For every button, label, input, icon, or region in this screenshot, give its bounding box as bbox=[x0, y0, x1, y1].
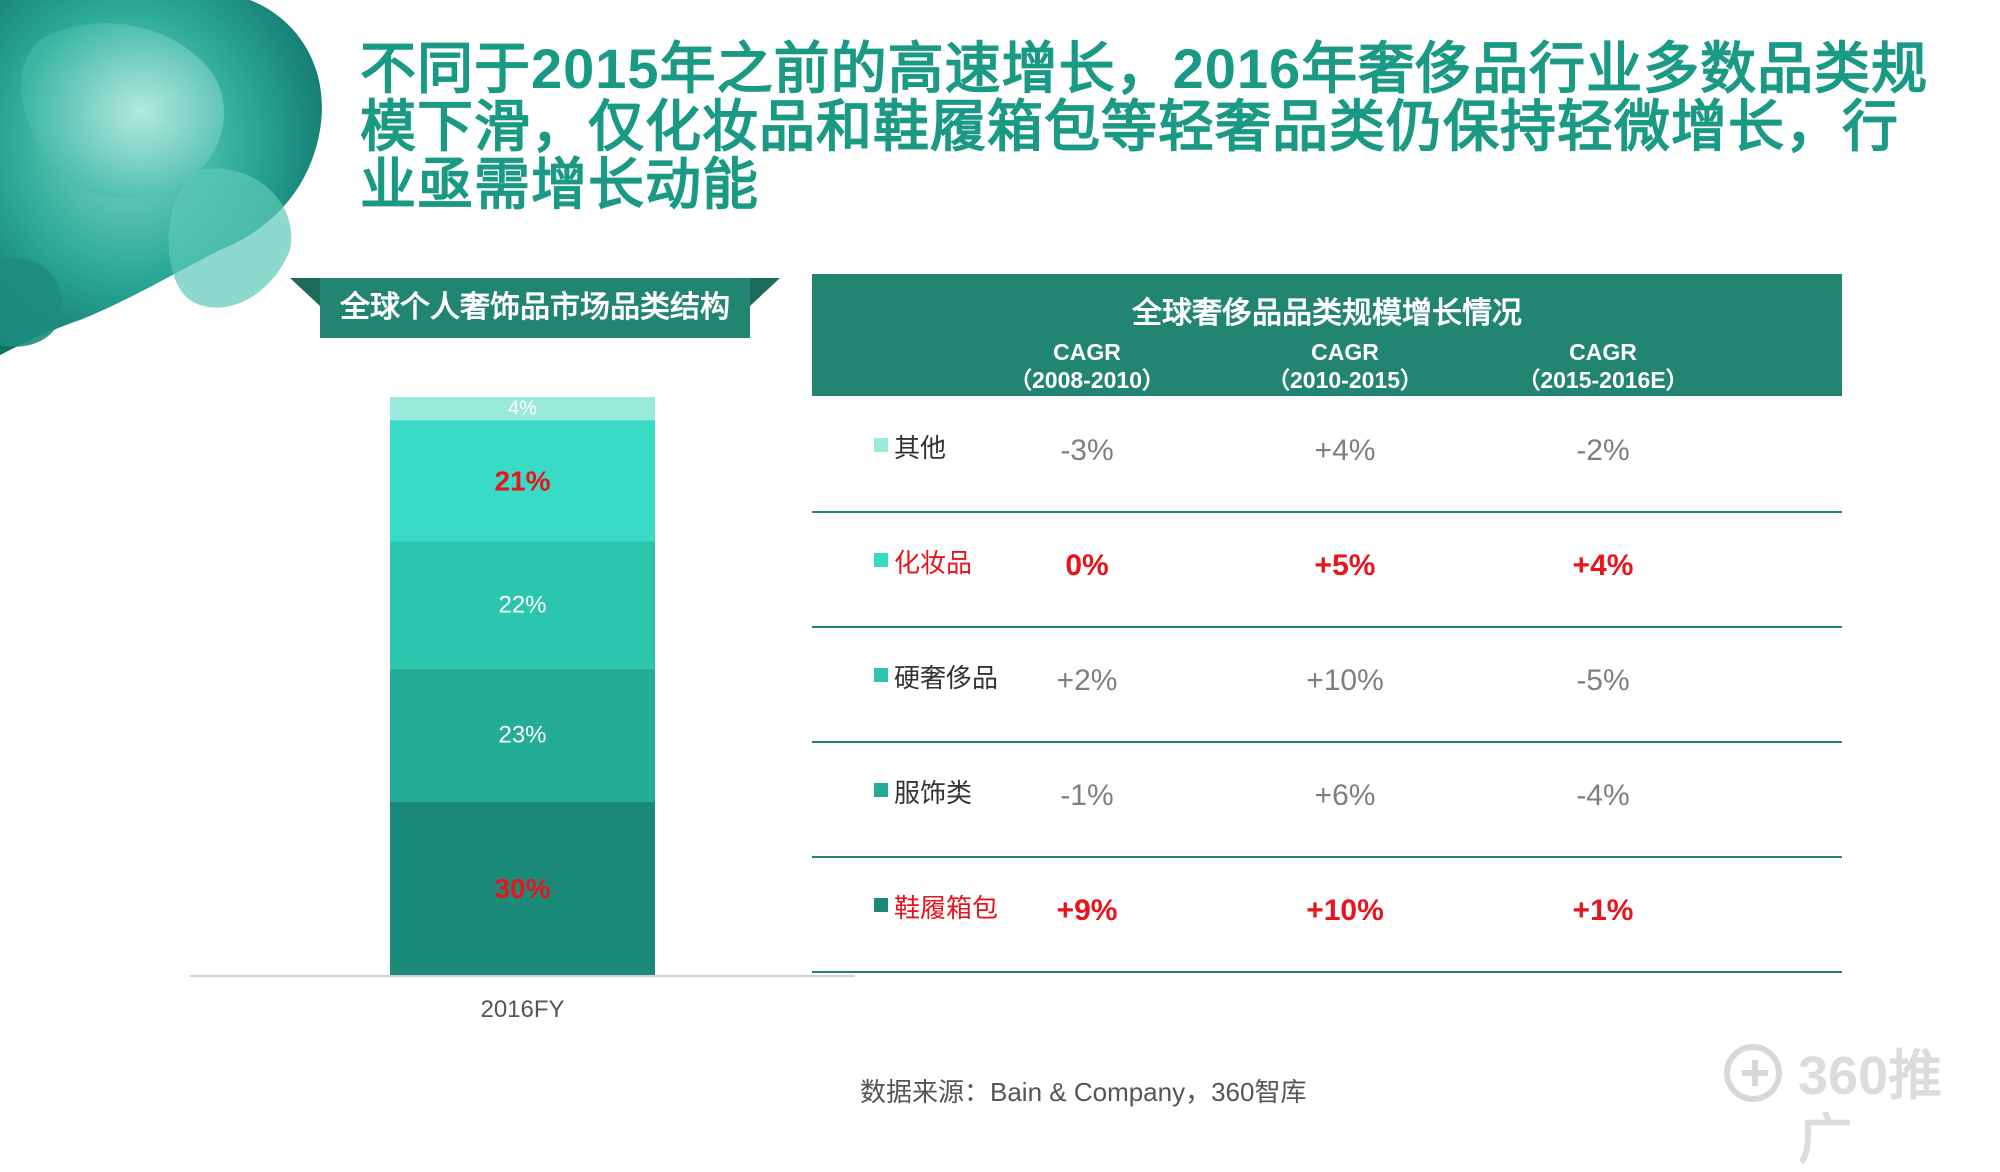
table-row: 硬奢侈品 +2% +10% -5% bbox=[812, 626, 1842, 743]
table-cell: 0% bbox=[1065, 549, 1109, 582]
legend-swatch bbox=[874, 783, 888, 797]
column-header-2010-2015: CAGR （2010-2015） bbox=[1216, 338, 1474, 394]
table-cell: +2% bbox=[1056, 664, 1118, 697]
row-label: 鞋履箱包 bbox=[894, 893, 999, 923]
data-source-note: 数据来源：Bain & Company，360智库 bbox=[860, 1077, 1307, 1107]
column-header-period: （2015-2016E） bbox=[1517, 367, 1689, 393]
column-header-2015-2016e: CAGR （2015-2016E） bbox=[1474, 338, 1732, 394]
page-title: 不同于2015年之前的高速增长，2016年奢侈品行业多数品类规模下滑，仅化妆品和… bbox=[360, 37, 1929, 216]
row-label: 化妆品 bbox=[894, 548, 973, 578]
logo-text: 360推广 bbox=[1798, 1046, 1943, 1170]
table-row: 服饰类 -1% +6% -4% bbox=[812, 741, 1842, 858]
row-label: 服饰类 bbox=[894, 778, 973, 808]
column-header-label: CAGR bbox=[1311, 339, 1379, 365]
x-tick-label: 2016FY bbox=[480, 996, 564, 1023]
table-cell: +5% bbox=[1314, 549, 1376, 582]
chart-title-banner: 全球个人奢饰品市场品类结构 bbox=[290, 278, 780, 338]
table-cell: +1% bbox=[1572, 894, 1634, 927]
chart-title: 全球个人奢饰品市场品类结构 bbox=[320, 278, 750, 338]
plus-circle-icon bbox=[1724, 1044, 1782, 1102]
legend-swatch bbox=[874, 898, 888, 912]
column-header-label: CAGR bbox=[1053, 339, 1121, 365]
table-cell: -3% bbox=[1060, 434, 1114, 467]
table-header: 全球奢侈品品类规模增长情况 CAGR （2008-2010） CAGR （201… bbox=[812, 274, 1842, 396]
bar-segment bbox=[390, 420, 655, 542]
table-cell: -4% bbox=[1576, 779, 1630, 812]
bar-segment bbox=[390, 801, 655, 975]
stacked-bar-chart: 30% 23% 22% 21% 4% 2016FY bbox=[190, 397, 855, 1023]
row-label: 其他 bbox=[894, 433, 947, 463]
table-cell: -1% bbox=[1060, 779, 1114, 812]
data-label: 21% bbox=[494, 465, 550, 496]
table-row: 化妆品 0% +5% +4% bbox=[812, 511, 1842, 628]
brand-logo: 360推广 bbox=[1720, 1040, 1990, 1170]
column-header-period: （2008-2010） bbox=[1009, 367, 1165, 393]
data-label: 23% bbox=[498, 722, 546, 749]
column-header-2008-2010: CAGR （2008-2010） bbox=[958, 338, 1216, 394]
bar-segment bbox=[390, 541, 655, 669]
table-row: 鞋履箱包 +9% +10% +1% bbox=[812, 856, 1842, 973]
column-header-label: CAGR bbox=[1569, 339, 1637, 365]
table-cell: +10% bbox=[1306, 894, 1384, 927]
banner-left-fold bbox=[290, 278, 320, 306]
legend-swatch bbox=[874, 438, 888, 452]
table-cell: -5% bbox=[1576, 664, 1630, 697]
table-cell: -2% bbox=[1576, 434, 1630, 467]
data-label: 22% bbox=[498, 592, 546, 619]
bar-segment bbox=[390, 668, 655, 802]
column-header-period: （2010-2015） bbox=[1267, 367, 1423, 393]
bar-segment bbox=[390, 397, 655, 421]
data-label: 30% bbox=[494, 873, 550, 904]
data-label: 4% bbox=[508, 398, 537, 420]
table-title: 全球奢侈品品类规模增长情况 bbox=[1132, 297, 1522, 330]
table-row: 其他 -3% +4% -2% bbox=[812, 396, 1842, 513]
table-cell: +4% bbox=[1572, 549, 1634, 582]
legend-swatch bbox=[874, 553, 888, 567]
legend-swatch bbox=[874, 668, 888, 682]
table-cell: +6% bbox=[1314, 779, 1376, 812]
table-cell: +10% bbox=[1306, 664, 1384, 697]
row-label: 硬奢侈品 bbox=[894, 663, 999, 693]
banner-right-fold bbox=[750, 278, 780, 306]
table-cell: +4% bbox=[1314, 434, 1376, 467]
table-cell: +9% bbox=[1056, 894, 1118, 927]
